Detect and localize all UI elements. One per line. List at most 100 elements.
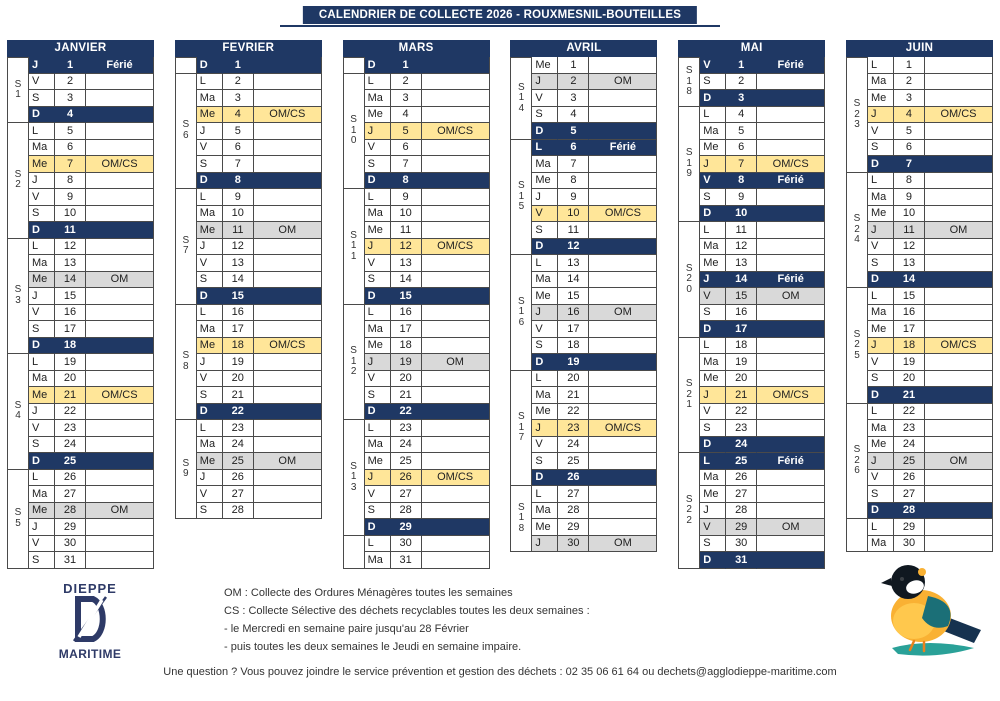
day-note bbox=[757, 238, 826, 255]
day-number: 21 bbox=[558, 387, 590, 404]
day-letter: Ma bbox=[866, 304, 894, 321]
legend-cs: CS : Collecte Sélective des déchets recy… bbox=[224, 605, 590, 617]
day-letter: J bbox=[363, 123, 391, 140]
day-number: 10 bbox=[893, 205, 925, 222]
day-note bbox=[924, 502, 993, 519]
day-row: Ma 24 bbox=[195, 436, 322, 453]
week-days: L 12 Ma 13 Me 14 OM J 15 V 16 S 17 D 18 bbox=[28, 238, 154, 354]
week-label-char: 1 bbox=[518, 512, 525, 524]
day-number: 29 bbox=[390, 519, 422, 536]
day-number: 8 bbox=[222, 172, 254, 189]
day-number: 11 bbox=[893, 222, 925, 239]
day-number: 13 bbox=[893, 255, 925, 272]
week-days: L 15 Ma 16 Me 17 J 18 OM/CS V 19 S 20 D 21 bbox=[866, 288, 993, 404]
day-letter: V bbox=[531, 436, 559, 453]
day-row: Me 25 bbox=[363, 453, 490, 470]
day-number: 27 bbox=[55, 486, 86, 503]
day-note bbox=[589, 502, 658, 519]
day-row: S 28 bbox=[195, 502, 322, 519]
day-row: Me 24 bbox=[866, 436, 993, 453]
week-label-char: 7 bbox=[518, 432, 525, 443]
day-letter: J bbox=[866, 106, 894, 123]
day-note bbox=[86, 172, 154, 189]
day-row: J 21 OM/CS bbox=[699, 387, 826, 404]
day-number: 23 bbox=[390, 420, 422, 437]
day-number: 1 bbox=[222, 57, 254, 74]
day-row: Ma 17 bbox=[363, 321, 490, 338]
day-number: 23 bbox=[726, 420, 758, 437]
week-row: S 1 9 L 4 Ma 5 Me 6 J 7 OM/CS V 8 Férié S 9 D 10 bbox=[678, 105, 826, 222]
day-note bbox=[757, 90, 826, 107]
day-number: 4 bbox=[726, 106, 758, 123]
day-row: J 29 bbox=[28, 519, 154, 536]
day-number: 13 bbox=[726, 255, 758, 272]
day-letter: S bbox=[699, 73, 727, 90]
day-letter: L bbox=[195, 420, 223, 437]
day-note bbox=[86, 321, 154, 338]
day-note bbox=[589, 288, 658, 305]
month-body: D 1 S 6 L 2 Ma 3 Me 4 OM/CS J 5 V 6 S 7 D 8 S 7 L 9 Ma 10 Me 11 OM J… bbox=[174, 57, 322, 519]
day-letter: J bbox=[866, 337, 894, 354]
week-label-char: 3 bbox=[350, 481, 357, 493]
day-row: L 12 bbox=[28, 238, 154, 255]
day-number: 3 bbox=[222, 90, 254, 107]
day-letter: S bbox=[28, 321, 55, 338]
day-note bbox=[86, 222, 154, 239]
day-letter: Me bbox=[531, 403, 559, 420]
day-letter: L bbox=[866, 172, 894, 189]
day-letter: Ma bbox=[866, 189, 894, 206]
week-label-char: 1 bbox=[686, 399, 692, 410]
week-label-char: S bbox=[518, 81, 525, 93]
day-letter: J bbox=[195, 469, 223, 486]
day-letter: D bbox=[28, 106, 55, 123]
day-row: J 11 OM bbox=[866, 222, 993, 239]
day-row: Ma 10 bbox=[363, 205, 490, 222]
day-row: L 22 bbox=[866, 403, 993, 420]
day-number: 30 bbox=[893, 535, 925, 552]
week-row: S 1 3 L 23 Ma 24 Me 25 J 26 OM/CS V 27 S 28 D 29 bbox=[342, 419, 490, 536]
day-note bbox=[253, 172, 322, 189]
day-row: L 15 bbox=[866, 288, 993, 305]
day-row: L 25 Férié bbox=[699, 453, 826, 470]
day-letter: V bbox=[195, 139, 223, 156]
day-number: 19 bbox=[222, 354, 254, 371]
day-letter: L bbox=[531, 486, 559, 503]
day-row: V 29 OM bbox=[699, 519, 826, 536]
day-row: V 24 bbox=[531, 436, 658, 453]
day-note bbox=[86, 139, 154, 156]
day-note bbox=[757, 420, 826, 437]
month-column-fevrier: FEVRIER D 1 S 6 L 2 Ma 3 Me 4 OM/CS J 5 V 6 S 7 D 8 S 7 L 9 Ma 10… bbox=[174, 40, 322, 569]
day-note bbox=[924, 321, 993, 338]
week-days: L 9 Ma 10 Me 11 J 12 OM/CS V 13 S 14 D 15 bbox=[363, 189, 490, 305]
day-letter: J bbox=[28, 172, 55, 189]
day-letter: Ma bbox=[363, 552, 391, 569]
week-days: L 23 Ma 24 Me 25 OM J 26 V 27 S 28 bbox=[195, 420, 322, 519]
day-note bbox=[924, 535, 993, 552]
day-number: 15 bbox=[558, 288, 590, 305]
day-number: 5 bbox=[222, 123, 254, 140]
day-note bbox=[924, 469, 993, 486]
week-label-char: S bbox=[518, 501, 525, 513]
day-note: OM/CS bbox=[86, 387, 154, 404]
day-note bbox=[924, 90, 993, 107]
day-letter: D bbox=[28, 337, 55, 354]
day-letter: V bbox=[28, 535, 55, 552]
day-note bbox=[253, 486, 322, 503]
week-row: L 29 Ma 30 bbox=[845, 518, 993, 552]
day-note bbox=[589, 172, 658, 189]
day-number: 27 bbox=[726, 486, 758, 503]
day-number: 7 bbox=[390, 156, 422, 173]
day-row: D 17 bbox=[699, 321, 826, 338]
day-number: 8 bbox=[726, 172, 758, 189]
day-note bbox=[86, 189, 154, 206]
day-note bbox=[757, 73, 826, 90]
week-label-char: 6 bbox=[183, 129, 189, 141]
day-note bbox=[589, 156, 658, 173]
